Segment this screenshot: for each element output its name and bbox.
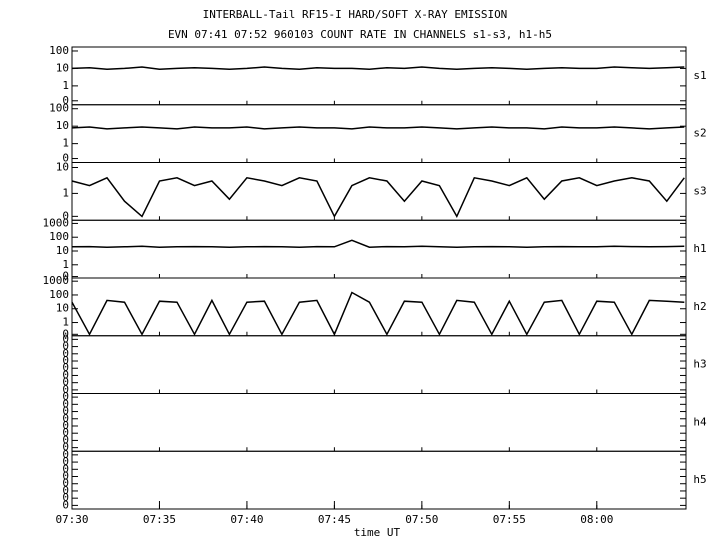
y-tick-label: 0: [62, 354, 69, 367]
y-tick-label: 1: [62, 258, 69, 271]
y-tick-label: 0: [62, 441, 69, 454]
y-tick-label: 0: [62, 152, 69, 165]
data-line: [71, 176, 685, 219]
panel-label: h1: [693, 242, 706, 255]
chart-title: INTERBALL-Tail RF15-I HARD/SOFT X-RAY EM…: [203, 8, 508, 21]
y-tick-label: 1: [62, 316, 69, 329]
panel-label: h2: [693, 300, 706, 313]
data-line: [71, 66, 685, 70]
y-tick-label: 0: [62, 347, 69, 360]
y-tick-label: 1000: [43, 216, 70, 229]
data-line: [71, 291, 685, 337]
y-tick-label: 0: [62, 470, 69, 483]
data-line: [71, 239, 685, 248]
data-line: [71, 126, 685, 130]
y-tick-label: 10: [56, 302, 69, 315]
panel-label: s1: [693, 69, 706, 82]
panel-label: s3: [693, 184, 706, 197]
y-tick-label: 0: [62, 455, 69, 468]
y-tick-label: 0: [62, 397, 69, 410]
y-tick-label: 0: [62, 376, 69, 389]
y-tick-label: 0: [62, 426, 69, 439]
y-tick-label: 0: [62, 94, 69, 107]
panel-label: h4: [693, 415, 707, 428]
y-tick-label: 0: [62, 327, 69, 340]
y-tick-label: 0: [62, 361, 69, 374]
x-tick-label: 07:45: [318, 513, 351, 526]
y-tick-label: 0: [62, 448, 69, 461]
y-tick-label: 0: [62, 462, 69, 475]
y-tick-label: 100: [49, 44, 69, 57]
y-tick-label: 1: [62, 186, 69, 199]
y-tick-label: 0: [62, 340, 69, 353]
y-tick-label: 100: [49, 230, 69, 243]
y-tick-label: 10: [56, 61, 69, 74]
panel-label: s2: [693, 127, 706, 140]
y-tick-label: 0: [62, 484, 69, 497]
x-tick-label: 07:50: [405, 513, 438, 526]
y-tick-label: 0: [62, 477, 69, 490]
y-tick-label: 0: [62, 209, 69, 222]
x-tick-label: 07:35: [143, 513, 176, 526]
y-tick-label: 0: [62, 405, 69, 418]
y-tick-label: 100: [49, 288, 69, 301]
y-tick-label: 10: [56, 119, 69, 132]
y-tick-label: 0: [62, 498, 69, 511]
chart-subtitle: EVN 07:41 07:52 960103 COUNT RATE IN CHA…: [168, 28, 552, 41]
y-tick-label: 0: [62, 332, 69, 345]
y-tick-label: 1: [62, 79, 69, 92]
y-tick-label: 1: [62, 137, 69, 150]
panel-frame: [71, 450, 687, 510]
x-tick-label: 07:55: [493, 513, 526, 526]
panel-label: h3: [693, 358, 706, 371]
y-tick-label: 0: [62, 368, 69, 381]
x-tick-label: 07:30: [55, 513, 88, 526]
y-tick-label: 0: [62, 383, 69, 396]
y-tick-label: 1000: [43, 274, 70, 287]
y-tick-label: 0: [62, 270, 69, 283]
x-axis-label: time UT: [354, 526, 401, 539]
y-tick-label: 10: [56, 244, 69, 257]
y-tick-label: 0: [62, 419, 69, 432]
y-tick-label: 0: [62, 412, 69, 425]
y-tick-label: 0: [62, 433, 69, 446]
x-tick-label: 07:40: [230, 513, 263, 526]
y-tick-label: 100: [49, 102, 69, 115]
y-tick-label: 10: [56, 161, 69, 174]
y-tick-label: 0: [62, 390, 69, 403]
x-tick-label: 08:00: [580, 513, 613, 526]
y-tick-label: 0: [62, 491, 69, 504]
panel-label: h5: [693, 473, 706, 486]
